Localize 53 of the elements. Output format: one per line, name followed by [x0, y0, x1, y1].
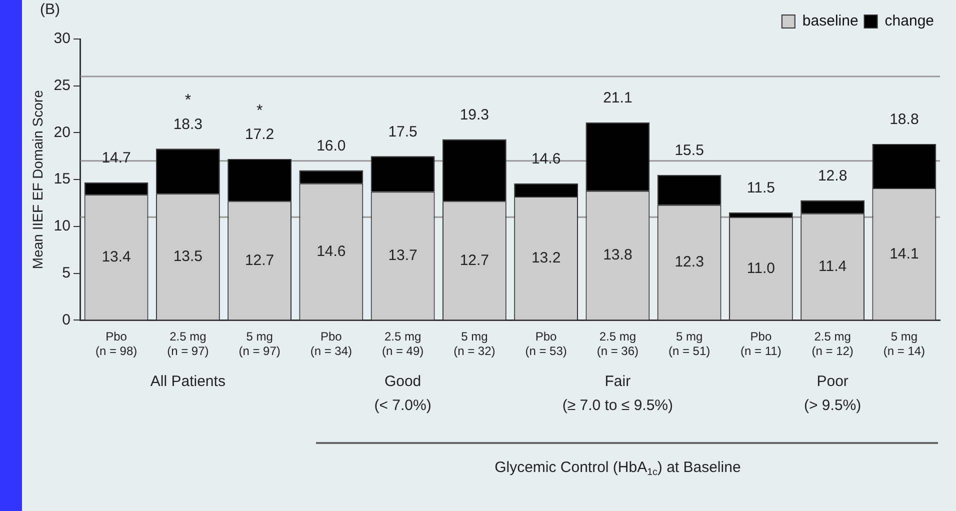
y-tick-label: 15	[54, 170, 70, 188]
data-label: 13.7	[388, 247, 418, 264]
data-label: 13.5	[173, 248, 203, 266]
total-label: 19.3	[460, 106, 490, 124]
legend-label: baseline	[802, 12, 858, 30]
data-label: 13.2	[531, 249, 561, 266]
total-label: 21.1	[603, 90, 632, 107]
data-label: 12.3	[674, 254, 704, 271]
data-label: 12.7	[244, 252, 274, 269]
x-tick-label: 2.5 mg (n = 12)	[812, 330, 854, 358]
y-tick-label: 0	[62, 311, 70, 328]
total-label: 11.5	[746, 180, 775, 197]
total-label: 14.6	[531, 150, 561, 168]
y-tick-label: 20	[54, 124, 70, 141]
text: Fair (≥ 7.0 to ≤ 9.5%)	[562, 373, 674, 414]
annotation: *	[184, 92, 192, 110]
legend-label: change	[884, 12, 934, 30]
y-tick-label: 25	[54, 77, 70, 94]
y-axis-title: Mean IIEF EF Domain Score	[29, 90, 46, 270]
total-label: 17.2	[244, 126, 274, 144]
chart-title: (B)	[40, 1, 60, 18]
total-label: 17.5	[388, 123, 418, 140]
total-label: 16.0	[316, 137, 346, 154]
y-tick-label: 10	[54, 218, 70, 235]
data-label: 14.6	[316, 242, 346, 260]
x-tick-label: 5 mg (n = 14)	[883, 330, 926, 358]
y-tick-label: 5	[62, 264, 70, 282]
x-tick-label: 2.5 mg (n = 49)	[382, 330, 424, 358]
x-tick-label: 5 mg (n = 97)	[238, 330, 280, 358]
annotation: *	[256, 102, 263, 120]
x-tick-label: 5 mg (n = 51)	[668, 330, 710, 358]
data-label: 11.4	[818, 258, 847, 275]
x-tick-label: Pbo (n = 98)	[95, 330, 138, 358]
total-label: 14.7	[102, 150, 131, 167]
x-tick-label: Pbo (n = 34)	[310, 330, 352, 358]
data-label: 12.7	[460, 252, 490, 269]
x-tick-label: Pbo (n = 53)	[525, 330, 567, 358]
x-tick-label: 5 mg (n = 32)	[454, 330, 496, 358]
x-tick-label: 2.5 mg (n = 97)	[167, 330, 209, 358]
text: Good (< 7.0%)	[374, 373, 432, 414]
text: Poor (> 9.5%)	[804, 373, 862, 414]
x-tick-label: Pbo (n = 11)	[740, 330, 782, 358]
total-label: 18.8	[890, 111, 919, 128]
text: All Patients	[150, 373, 226, 390]
data-label: 13.8	[603, 246, 632, 264]
x-tick-label: 2.5 mg (n = 36)	[596, 330, 639, 358]
y-tick-label: 30	[54, 30, 70, 48]
total-label: 18.3	[173, 116, 203, 133]
data-label: 11.0	[746, 260, 775, 277]
total-label: 15.5	[674, 142, 704, 160]
total-label: 12.8	[818, 167, 848, 184]
data-label: 14.1	[890, 245, 919, 262]
data-label: 13.4	[102, 248, 131, 266]
